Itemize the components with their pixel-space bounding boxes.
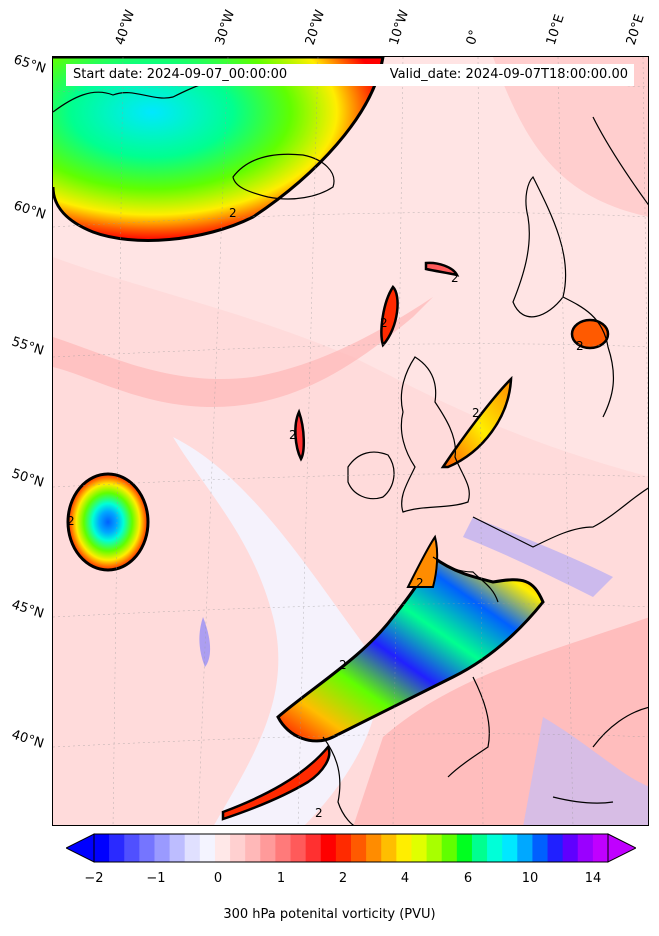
lat-label-65n: 65°N	[11, 52, 48, 77]
colorbar-swatch	[502, 834, 518, 862]
valid-date-text: Valid_date: 2024-09-07T18:00:00.00	[389, 67, 628, 82]
colorbar-swatch	[532, 834, 549, 862]
colorbar-swatch	[184, 834, 201, 862]
colorbar-swatch	[592, 834, 609, 862]
lat-label-45n: 45°N	[9, 597, 46, 622]
colorbar	[66, 833, 636, 863]
contour-label: 2	[229, 206, 237, 220]
lon-label-30w: 30°W	[212, 8, 239, 47]
colorbar-swatch	[169, 834, 186, 862]
colorbar-swatch	[245, 834, 261, 862]
colorbar-swatch	[471, 834, 488, 862]
colorbar-swatch	[381, 834, 397, 862]
contour-label: 2	[472, 406, 480, 420]
contour-label: 2	[416, 576, 424, 590]
contour-label: 2	[451, 271, 459, 285]
contour-label: 2	[289, 428, 297, 442]
contour-label: 2	[67, 514, 75, 528]
graticule	[53, 57, 648, 825]
lon-label-0: 0°	[463, 28, 483, 47]
lat-label-50n: 50°N	[9, 466, 46, 491]
colorbar-tick: 1	[276, 871, 286, 886]
colorbar-swatch	[441, 834, 458, 862]
lat-label-60n: 60°N	[11, 198, 48, 223]
colorbar-swatch	[109, 834, 125, 862]
colorbar-swatch	[335, 834, 352, 862]
date-info-bar: Start date: 2024-09-07_00:00:00 Valid_da…	[66, 64, 634, 86]
colorbar-swatch	[290, 834, 307, 862]
colorbar-swatch	[426, 834, 443, 862]
map-panel: 2 2 2 2 2 2 2 2 2 2	[52, 56, 649, 826]
colorbar-tick: 14	[584, 871, 602, 886]
colorbar-swatch	[547, 834, 564, 862]
colorbar-swatch	[199, 834, 216, 862]
colorbar-tick: 6	[463, 871, 473, 886]
colorbar-swatch	[456, 834, 473, 862]
colorbar-tick: 0	[213, 871, 223, 886]
colorbar-tick: 10	[521, 871, 539, 886]
lon-label-20w: 20°W	[302, 8, 329, 47]
colorbar-swatch	[275, 834, 292, 862]
colorbar-swatch	[230, 834, 246, 862]
lon-label-10e: 10°E	[543, 12, 568, 48]
colorbar-swatch	[154, 834, 171, 862]
colorbar-swatch	[517, 834, 533, 862]
colorbar-tick: −1	[146, 871, 166, 886]
colorbar-swatch	[487, 834, 503, 862]
pv-field-map: 2 2 2 2 2 2 2 2 2 2	[53, 57, 648, 825]
contour-label: 2	[576, 339, 584, 353]
colorbar-swatch	[260, 834, 276, 862]
colorbar-swatch	[305, 834, 322, 862]
colorbar-swatch	[124, 834, 140, 862]
lat-label-40n: 40°N	[9, 727, 46, 752]
coastlines	[53, 80, 648, 825]
colorbar-tick: 4	[400, 871, 410, 886]
contour-label: 2	[380, 316, 388, 330]
start-date-text: Start date: 2024-09-07_00:00:00	[73, 67, 288, 82]
colorbar-swatch	[139, 834, 155, 862]
lon-label-20e: 20°E	[623, 12, 648, 48]
lon-label-40w: 40°W	[112, 8, 139, 47]
colorbar-swatch	[94, 834, 110, 862]
colorbar-tick: −2	[84, 871, 104, 886]
colorbar-swatch	[320, 834, 337, 862]
contour-label: 2	[315, 806, 323, 820]
colorbar-swatch	[351, 834, 367, 862]
colorbar-tick: 2	[338, 871, 348, 886]
colorbar-swatch	[214, 834, 231, 862]
lon-label-10w: 10°W	[386, 8, 413, 47]
colorbar-swatch	[562, 834, 579, 862]
colorbar-swatch	[411, 834, 428, 862]
lat-label-55n: 55°N	[9, 334, 46, 359]
colorbar-extend-max	[607, 833, 636, 863]
contour-label: 2	[339, 658, 347, 672]
colorbar-swatch	[396, 834, 412, 862]
colorbar-outline	[93, 833, 609, 863]
colorbar-swatch	[366, 834, 382, 862]
colorbar-label: 300 hPa potenital vorticity (PVU)	[223, 907, 436, 922]
colorbar-extend-min	[66, 833, 95, 863]
colorbar-swatch	[577, 834, 594, 862]
